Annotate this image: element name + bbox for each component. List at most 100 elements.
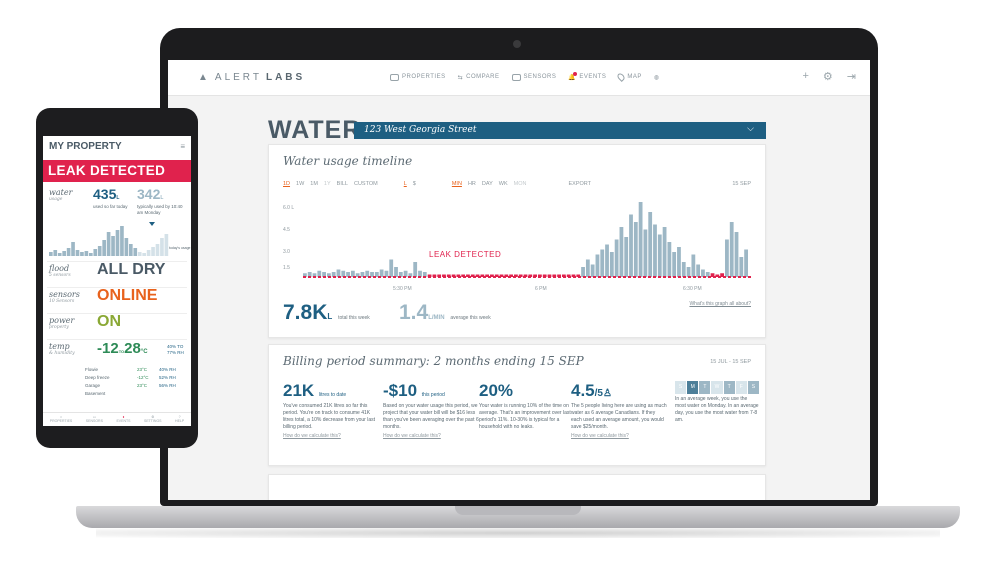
water-typical-value: 342 xyxy=(137,186,161,202)
usage-bar xyxy=(705,272,710,277)
usage-bar xyxy=(571,274,576,277)
sensors-status[interactable]: ONLINE xyxy=(97,287,158,304)
nav-sensors[interactable]: SENSORS xyxy=(511,73,557,81)
usage-bar xyxy=(537,274,542,277)
usage-bar xyxy=(490,274,494,277)
water-today-value: 435 xyxy=(93,186,117,202)
tab-hr[interactable]: HR xyxy=(467,181,476,187)
tab-1d[interactable]: 1D xyxy=(283,181,291,187)
room-row[interactable]: Garage 23°C 56% RH xyxy=(85,383,185,388)
usage-bar xyxy=(355,273,360,277)
usage-bar xyxy=(341,270,346,277)
room-row[interactable]: Flowie 23°C 40% RH xyxy=(85,367,185,372)
temp-sub: & humidity xyxy=(49,351,75,356)
phone-bottom-nav: ⌂ PROPERTIES ▭ SENSORS ♦ EVENTS ⚙ SETTINGS ?… xyxy=(43,412,191,426)
usage-bar xyxy=(326,273,331,277)
nav-compare[interactable]: ⇆ COMPARE xyxy=(458,73,500,81)
usage-bar xyxy=(389,259,394,277)
logout-icon[interactable]: ⇥ xyxy=(846,71,856,83)
phone-nav-events[interactable]: ♦ EVENTS xyxy=(116,415,130,426)
timeline-title: Water usage timeline xyxy=(283,154,413,168)
usage-bar xyxy=(667,242,672,277)
hamburger-menu-icon[interactable]: ≡ xyxy=(180,142,185,151)
humidity-high: 77% RH xyxy=(167,349,184,355)
phone-nav-sensors[interactable]: ▭ SENSORS xyxy=(86,415,103,426)
flood-status[interactable]: ALL DRY xyxy=(97,261,166,278)
phone-nav-help[interactable]: ? HELP xyxy=(175,415,184,426)
tab-custom[interactable]: CUSTOM xyxy=(353,181,378,187)
usage-bar xyxy=(466,274,470,277)
phone-nav-settings[interactable]: ⚙ SETTINGS xyxy=(144,415,162,426)
usage-bar xyxy=(528,274,533,277)
phone-usage-bar xyxy=(93,249,98,256)
litres-to-date: 21K litres to date You've consumed 21K l… xyxy=(283,381,379,440)
projection-calc-link[interactable]: How do we calculate this? xyxy=(383,433,441,439)
phone-usage-bar xyxy=(111,236,115,256)
household-unit: /5 xyxy=(594,388,603,399)
export-button[interactable]: EXPORT xyxy=(568,181,592,187)
phone-usage-bar xyxy=(137,252,142,256)
address-label: 123 West Georgia Street xyxy=(364,125,477,135)
graph-help-link[interactable]: What's this graph all about? xyxy=(689,301,751,307)
nav-properties-label: PROPERTIES xyxy=(402,74,446,80)
power-sub: property xyxy=(49,325,69,330)
phone-usage-bar xyxy=(49,252,53,256)
usage-bar xyxy=(350,270,355,277)
tab-wk[interactable]: WK xyxy=(498,181,508,187)
phone-usage-bar xyxy=(97,246,102,256)
room-row[interactable]: Deep freeze -12°C 52% RH xyxy=(85,375,185,380)
week-day-fri: F xyxy=(735,381,747,394)
usage-bar xyxy=(413,262,418,277)
usage-bar xyxy=(672,252,677,277)
tab-mon[interactable]: MON xyxy=(513,181,527,187)
address-selector[interactable]: 123 West Georgia Street ⌵ xyxy=(354,122,766,139)
temp-label: temp xyxy=(49,342,70,351)
room-name: Flowie xyxy=(85,367,99,372)
tab-1m[interactable]: 1M xyxy=(310,181,318,187)
usage-bar xyxy=(418,270,422,277)
nav-properties[interactable]: PROPERTIES xyxy=(390,73,446,81)
nav-events-label: EVENTS xyxy=(579,74,607,80)
leak-detected-label: LEAK DETECTED xyxy=(429,250,502,259)
litres-text: You've consumed 21K litres so far this p… xyxy=(283,403,375,430)
phone-device: MY PROPERTY ≡ LEAK DETECTED water usage 4… xyxy=(36,108,198,448)
laptop-shadow xyxy=(96,528,940,538)
power-status[interactable]: ON xyxy=(97,313,121,330)
brand-suffix: LABS xyxy=(265,72,306,83)
average-number: 1.4 xyxy=(399,301,429,324)
tab-litres[interactable]: L xyxy=(403,181,407,187)
phone-usage-chart xyxy=(49,222,169,256)
week-day-sun: S xyxy=(675,381,687,394)
tab-dollars[interactable]: $ xyxy=(412,181,416,187)
tab-day[interactable]: DAY xyxy=(481,181,493,187)
nav-map[interactable]: MAP xyxy=(616,72,642,82)
household-calc-link[interactable]: How do we calculate this? xyxy=(571,433,629,439)
add-icon[interactable]: + xyxy=(802,70,809,82)
globe-icon[interactable]: ◍ xyxy=(653,74,660,81)
gear-icon[interactable]: ⚙ xyxy=(822,71,833,83)
room-row[interactable]: Basement xyxy=(85,391,185,396)
phone-nav-properties[interactable]: ⌂ PROPERTIES xyxy=(50,415,73,426)
usage-bar xyxy=(379,269,384,277)
usage-bar xyxy=(499,274,504,277)
usage-bar xyxy=(566,274,571,277)
bell-icon: 🔔 xyxy=(568,71,578,81)
brand-logo[interactable]: ▲ ALERT LABS xyxy=(198,72,305,83)
running-text: Your water is running 10% of the time on… xyxy=(479,403,571,430)
nav-map-label: MAP xyxy=(627,74,642,80)
usage-bar xyxy=(384,270,389,277)
usage-bar xyxy=(504,274,509,277)
tab-min[interactable]: MIN xyxy=(451,181,462,187)
tab-1w[interactable]: 1W xyxy=(296,181,305,187)
usage-bar xyxy=(696,264,701,277)
usage-bar xyxy=(475,274,480,277)
tab-bill[interactable]: BILL xyxy=(336,181,348,187)
tab-1y[interactable]: 1Y xyxy=(323,181,331,187)
nav-events[interactable]: 🔔 EVENTS xyxy=(568,71,607,81)
usage-bar xyxy=(427,274,432,277)
flood-sub: 5 sensors xyxy=(49,273,71,278)
litres-calc-link[interactable]: How do we calculate this? xyxy=(283,433,341,439)
phone-usage-bar xyxy=(124,238,129,256)
leak-banner[interactable]: LEAK DETECTED xyxy=(43,160,191,182)
